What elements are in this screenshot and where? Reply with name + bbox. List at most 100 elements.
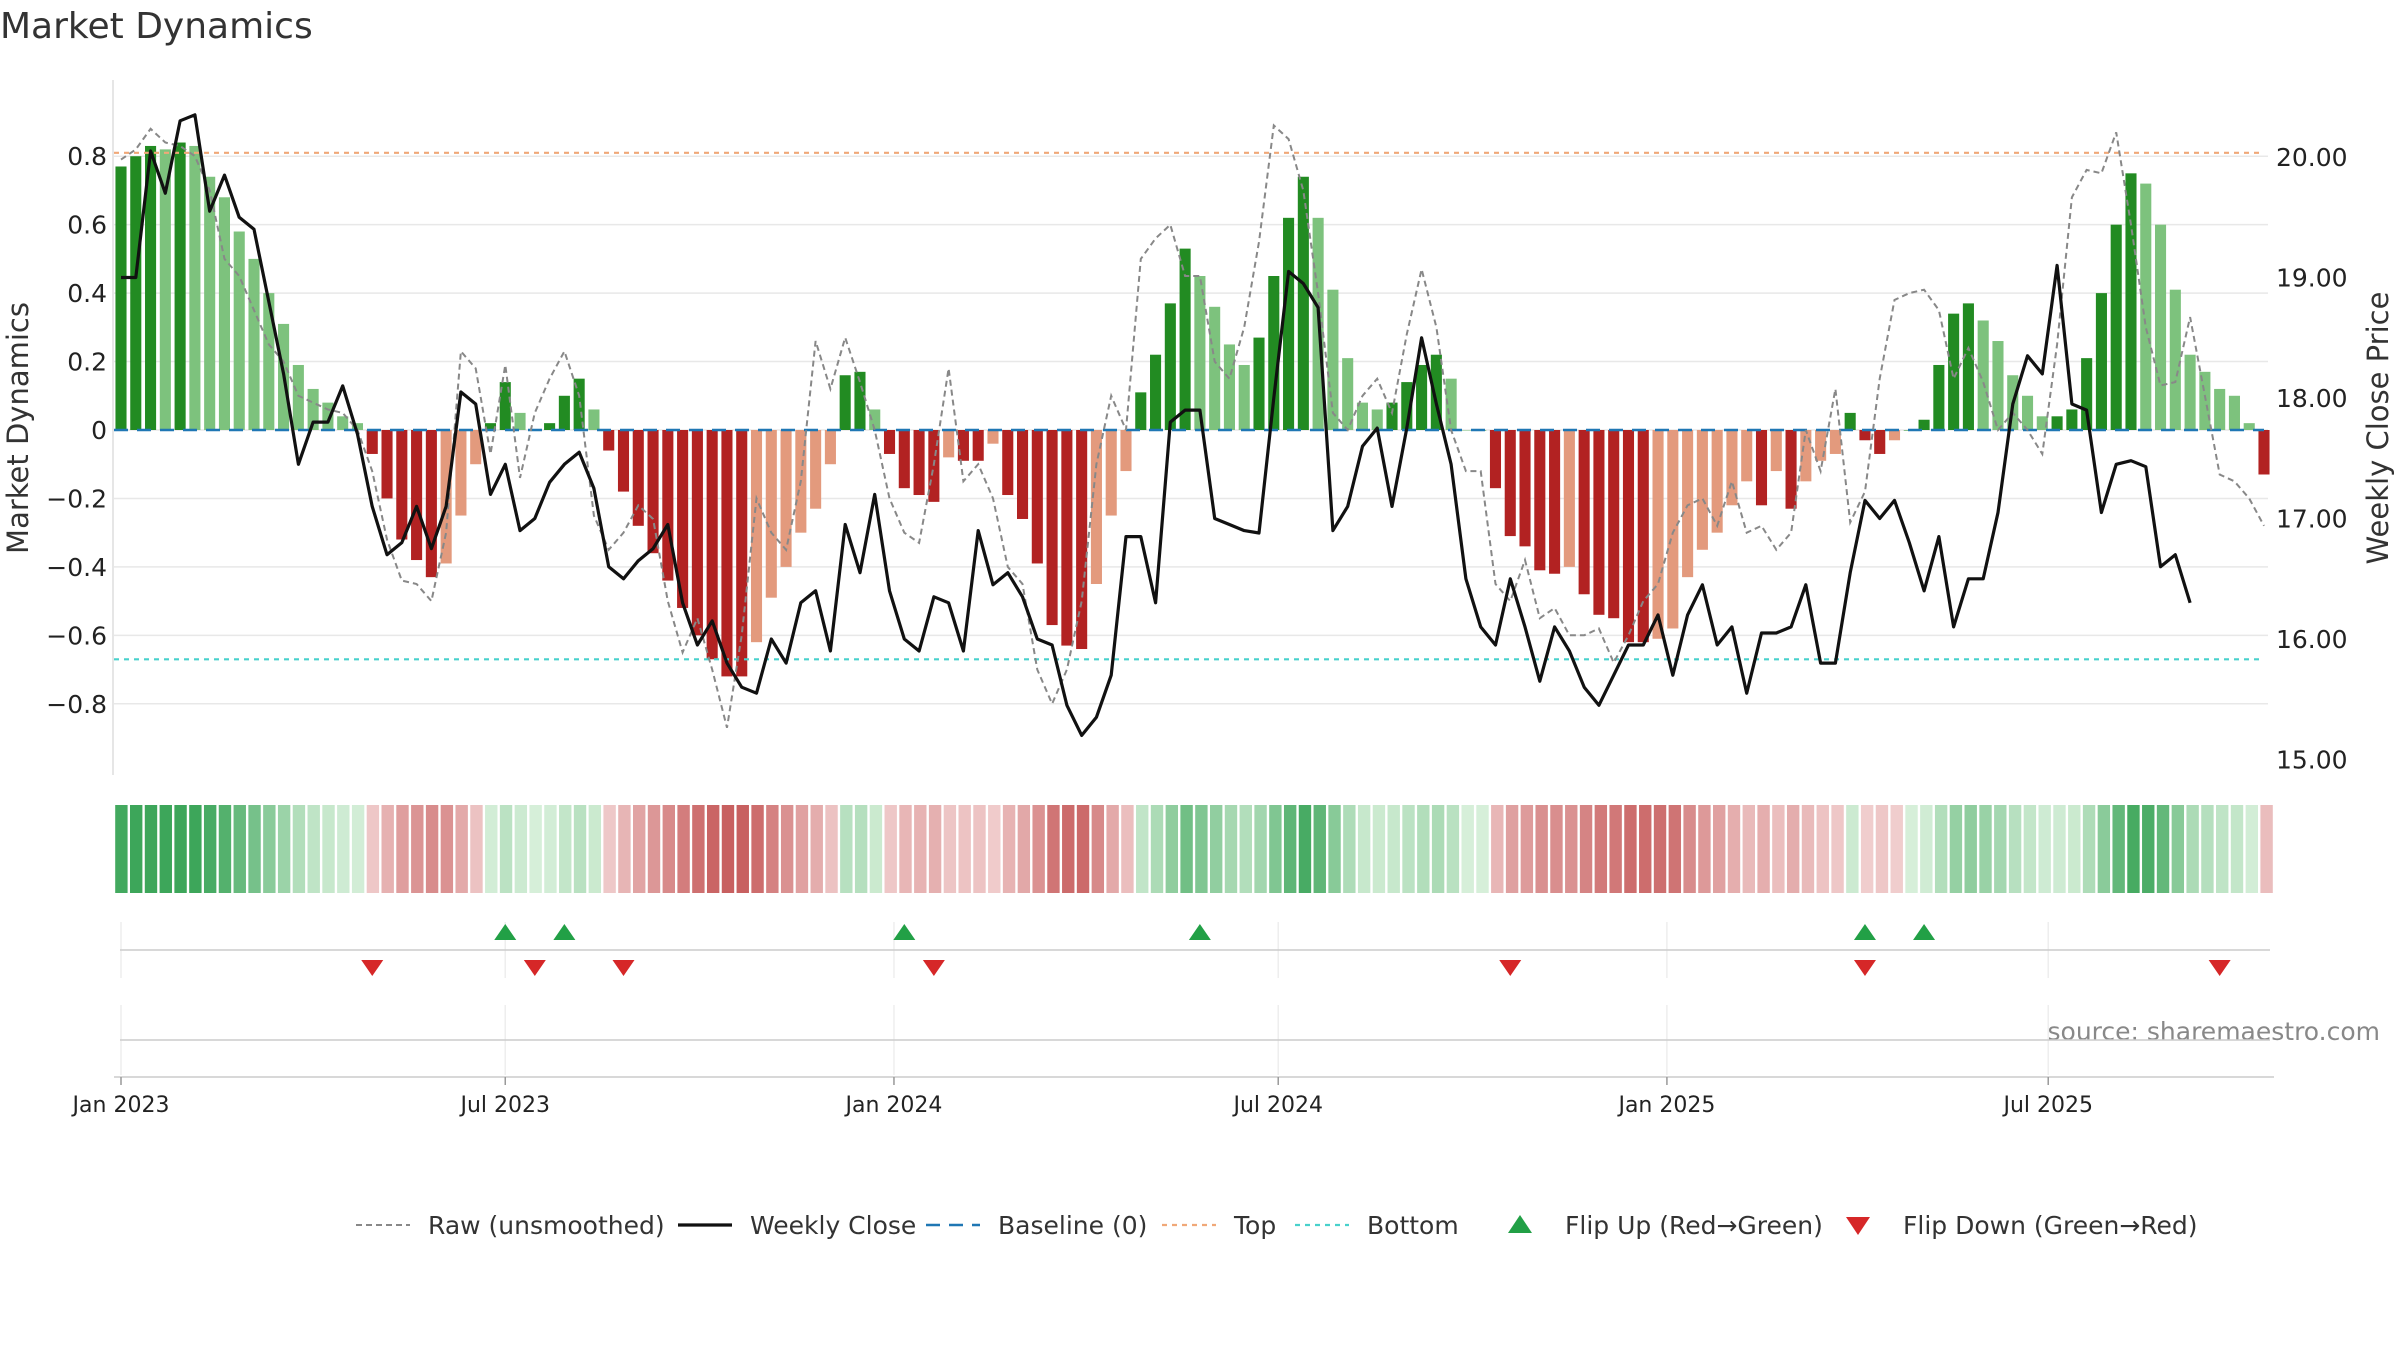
md-bar: [1209, 306, 1221, 430]
heat-cell: [144, 805, 158, 893]
heat-cell: [1091, 805, 1105, 893]
md-bar: [824, 430, 836, 465]
y-tick-label: 0.2: [67, 348, 107, 377]
x-tick-label: Jul 2023: [458, 1093, 550, 1118]
md-bar: [1268, 276, 1280, 430]
heat-cell: [1860, 805, 1874, 893]
md-bar: [573, 378, 585, 430]
md-bar: [1164, 303, 1176, 430]
heat-cell: [1062, 805, 1075, 893]
heat-cell: [1106, 805, 1119, 893]
md-bar: [1962, 303, 1974, 430]
md-bar: [1667, 430, 1679, 629]
heat-cell: [706, 805, 720, 893]
y-tick-label: 0.6: [67, 211, 107, 240]
flip-up-marker: [893, 924, 916, 940]
heat-cell: [2038, 805, 2051, 893]
heat-cell: [780, 805, 794, 893]
md-bar: [1608, 430, 1620, 619]
heat-cell: [1727, 805, 1741, 893]
md-bar: [662, 430, 674, 581]
heat-cell: [203, 805, 217, 893]
heat-cell: [2142, 805, 2155, 893]
heat-cell: [2008, 805, 2022, 893]
md-bar: [1755, 430, 1768, 506]
heat-cell: [1195, 805, 1208, 893]
heat-cell: [1979, 805, 1992, 893]
md-bar: [1519, 430, 1531, 547]
flip-down-marker: [1853, 960, 1876, 976]
md-bar: [1874, 430, 1886, 454]
md-bar: [810, 430, 822, 509]
y2-tick-label: 20.00: [2276, 143, 2348, 172]
legend-label: Raw (unsmoothed): [428, 1211, 665, 1240]
heat-cell: [470, 805, 483, 893]
legend-label: Top: [1233, 1211, 1276, 1240]
heat-cell: [115, 805, 128, 893]
x-axis: Jan 2023 Jul 2023 Jan 2024 Jul 2024 Jan 2025…: [71, 1076, 2274, 1118]
md-bar: [1549, 430, 1561, 574]
heat-cell: [1550, 805, 1563, 893]
legend-label: Flip Down (Green→Red): [1903, 1211, 2198, 1240]
heat-cell: [189, 805, 202, 893]
heat-cell: [1032, 805, 1045, 893]
md-bar: [1283, 217, 1295, 430]
md-bar: [854, 371, 866, 430]
heat-cell: [618, 805, 631, 893]
md-bar: [1150, 354, 1162, 430]
md-bar: [2081, 358, 2093, 430]
y2-tick-label: 16.00: [2276, 625, 2348, 654]
flip-up-marker: [553, 924, 576, 940]
heat-cell: [2082, 805, 2096, 893]
heat-cell: [1343, 805, 1356, 893]
heat-cell: [544, 805, 557, 893]
md-bar: [1046, 430, 1058, 626]
heat-cell: [559, 805, 572, 893]
heat-cell: [1269, 805, 1282, 893]
md-bar: [558, 395, 570, 430]
md-bar: [706, 430, 718, 660]
flip-signal-panel: [120, 924, 2270, 976]
md-bar: [883, 430, 896, 454]
md-bar: [204, 176, 216, 430]
md-bar: [765, 430, 777, 598]
md-bar: [943, 430, 955, 458]
heat-cell: [337, 805, 350, 893]
heat-cell: [263, 805, 276, 893]
heat-cell: [1875, 805, 1889, 893]
md-bar: [1253, 337, 1265, 430]
heat-cell: [366, 805, 380, 893]
heat-cell: [1402, 805, 1415, 893]
heat-cell: [218, 805, 232, 893]
md-bar: [470, 430, 482, 465]
heat-cell: [1491, 805, 1504, 893]
heat-cell: [248, 805, 261, 893]
heat-cell: [351, 805, 365, 893]
heat-cell: [322, 805, 335, 893]
heat-cell: [1209, 805, 1223, 893]
heat-cell: [292, 805, 306, 893]
md-bar: [1948, 313, 1960, 430]
heat-cell: [2023, 805, 2037, 893]
heat-cell: [1224, 805, 1238, 893]
heat-cell: [277, 805, 291, 893]
heat-cell: [396, 805, 409, 893]
heat-cell: [1017, 805, 1031, 893]
chart-title: Market Dynamics: [0, 6, 313, 47]
md-bar: [1682, 430, 1694, 578]
heat-cell: [795, 805, 809, 893]
flip-down-marker: [523, 960, 546, 976]
heat-cell: [1417, 805, 1430, 893]
heat-cell: [692, 805, 705, 893]
md-bar: [1386, 402, 1398, 430]
heat-cell: [1949, 805, 1963, 893]
y-tick-label: −0.8: [46, 690, 107, 719]
bars-layer: [115, 142, 2270, 677]
heat-cell: [721, 805, 735, 893]
md-bar: [1933, 364, 1945, 430]
y-tick-label: −0.6: [46, 621, 107, 650]
md-bar: [425, 430, 437, 578]
md-bar: [2258, 430, 2270, 475]
y-tick-label: −0.4: [46, 553, 107, 582]
